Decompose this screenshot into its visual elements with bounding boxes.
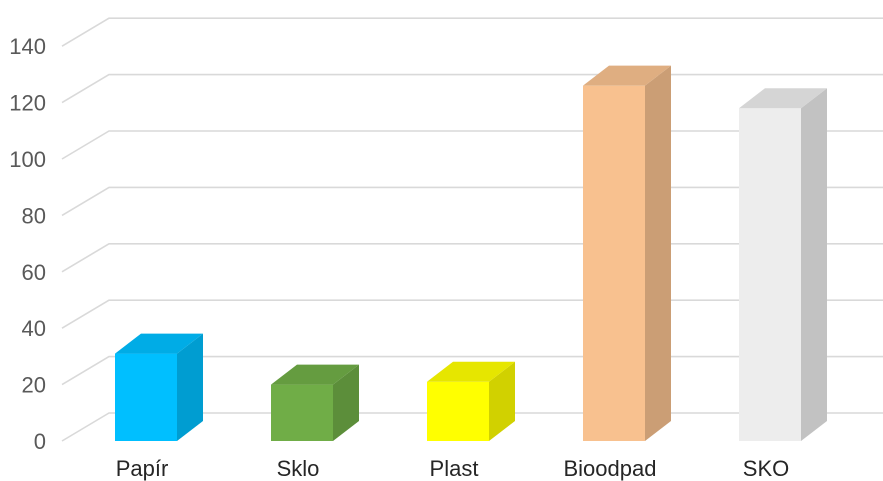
x-tick-label: Papír xyxy=(116,456,169,481)
gridline xyxy=(61,17,883,47)
y-axis-ticks: 0 20 40 60 80 100 120 140 xyxy=(9,34,46,454)
bars xyxy=(115,65,827,442)
bar xyxy=(739,88,827,442)
x-tick-label: Sklo xyxy=(277,456,320,481)
y-tick-label: 0 xyxy=(34,429,46,454)
y-tick-label: 60 xyxy=(22,260,46,285)
gridlines xyxy=(61,17,883,442)
y-tick-label: 80 xyxy=(22,203,46,228)
bar xyxy=(271,364,359,441)
y-tick-label: 140 xyxy=(9,34,46,59)
x-axis-labels: Papír Sklo Plast Bioodpad SKO xyxy=(116,456,790,481)
y-tick-label: 120 xyxy=(9,91,46,116)
y-tick-label: 40 xyxy=(22,316,46,341)
x-tick-label: Plast xyxy=(430,456,479,481)
bar xyxy=(583,65,671,442)
x-tick-label: SKO xyxy=(743,456,789,481)
bar xyxy=(115,333,203,441)
x-tick-label: Bioodpad xyxy=(564,456,657,481)
y-tick-label: 100 xyxy=(9,147,46,172)
y-tick-label: 20 xyxy=(22,373,46,398)
bar xyxy=(427,361,515,441)
